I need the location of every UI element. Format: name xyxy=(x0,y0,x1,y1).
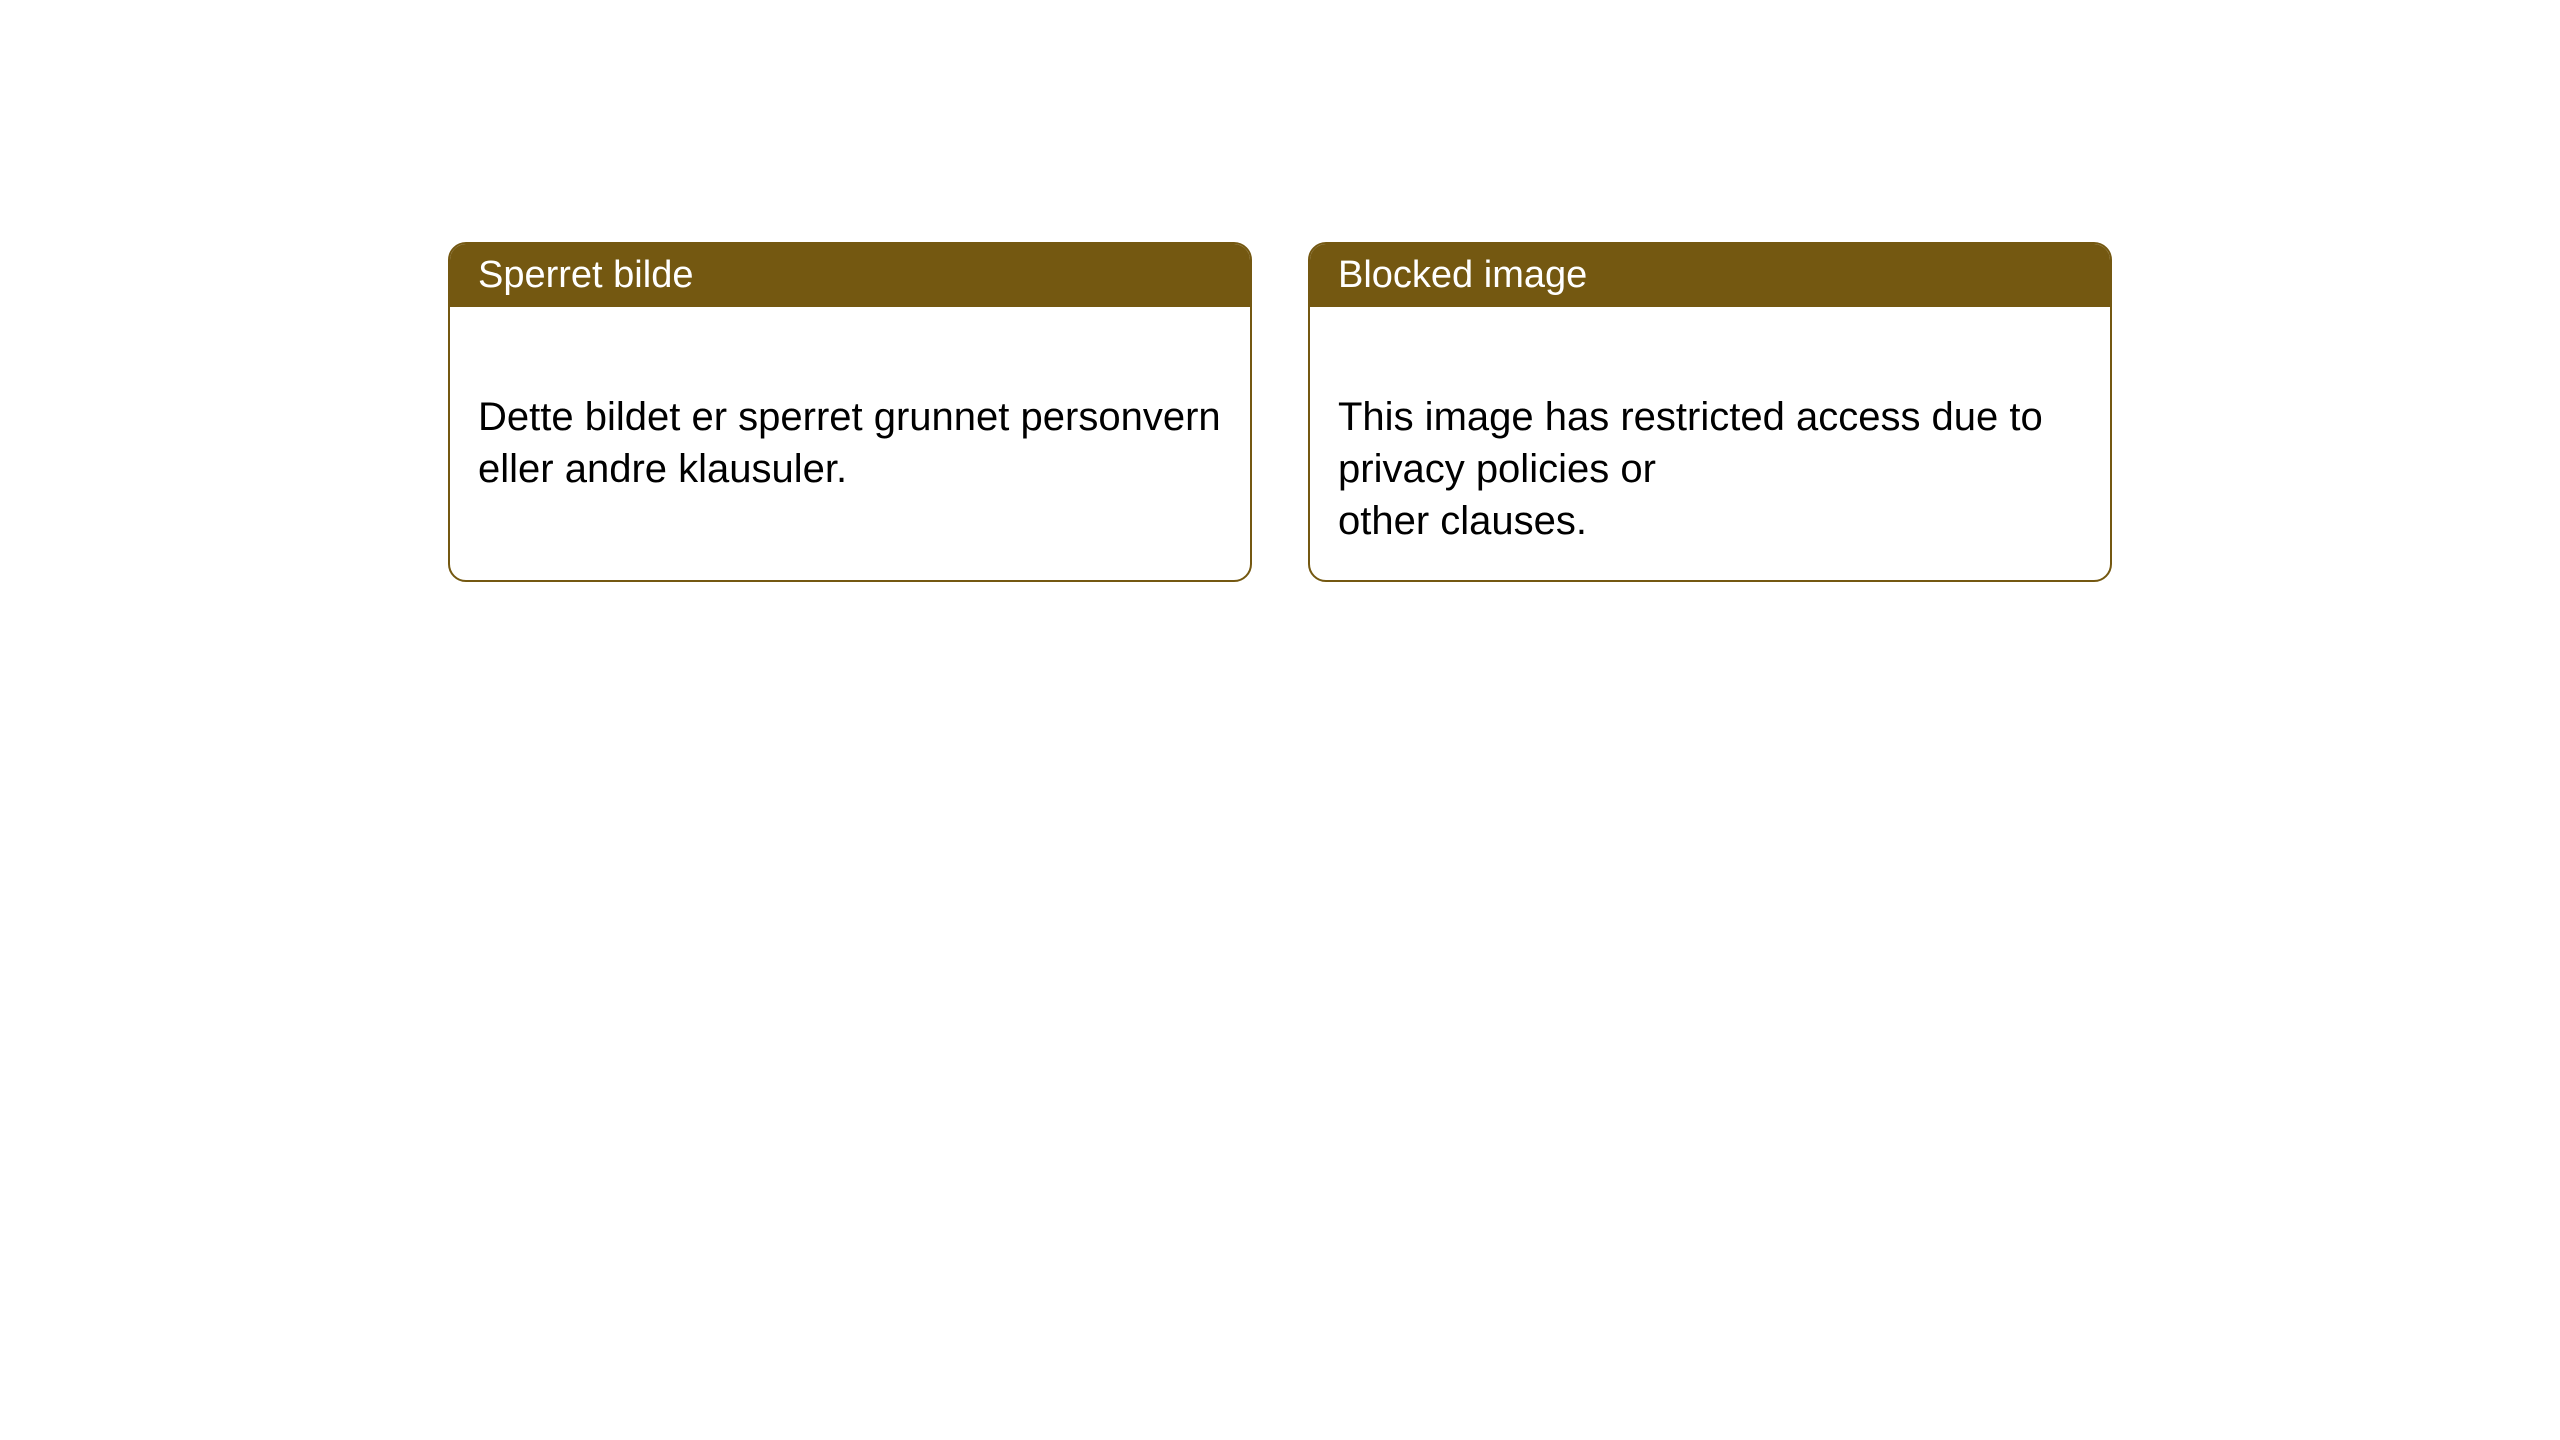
notice-message: This image has restricted access due to … xyxy=(1338,395,2043,543)
notice-body: Dette bildet er sperret grunnet personve… xyxy=(450,307,1250,527)
notice-card-norwegian: Sperret bilde Dette bildet er sperret gr… xyxy=(448,242,1252,582)
notice-header: Sperret bilde xyxy=(450,244,1250,307)
notice-title: Blocked image xyxy=(1338,254,1587,296)
notice-cards-container: Sperret bilde Dette bildet er sperret gr… xyxy=(448,242,2112,582)
notice-title: Sperret bilde xyxy=(478,254,693,296)
notice-header: Blocked image xyxy=(1310,244,2110,307)
notice-body: This image has restricted access due to … xyxy=(1310,307,2110,579)
notice-message: Dette bildet er sperret grunnet personve… xyxy=(478,395,1221,491)
notice-card-english: Blocked image This image has restricted … xyxy=(1308,242,2112,582)
